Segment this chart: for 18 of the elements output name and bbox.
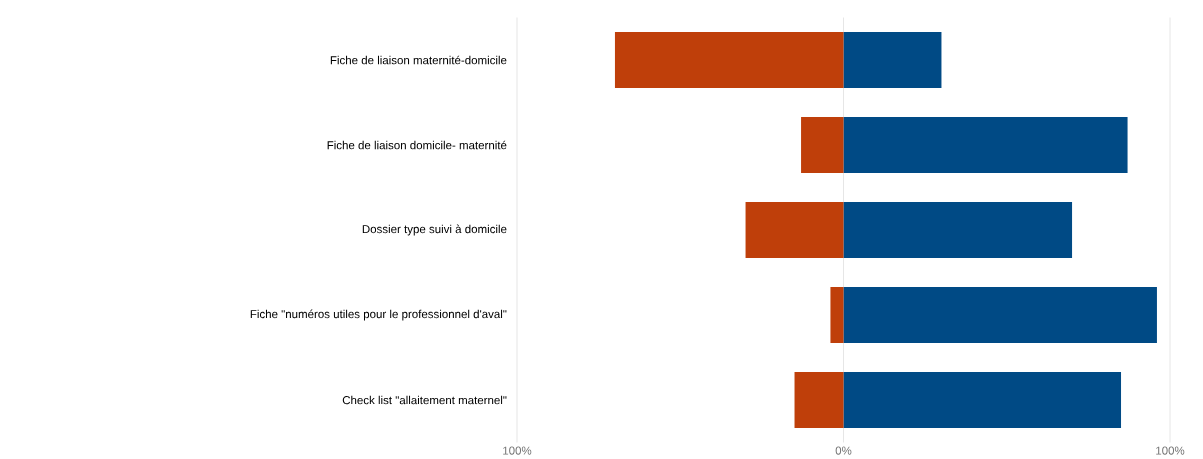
bar bbox=[843, 287, 1157, 343]
x-tick-label: 100% bbox=[1156, 446, 1185, 455]
bar bbox=[830, 287, 844, 343]
bar bbox=[614, 32, 844, 88]
y-tick-label: Check list "allaitement maternel" bbox=[342, 395, 507, 405]
y-tick-label: Fiche de liaison maternité-domicile bbox=[330, 55, 507, 65]
x-tick-label: 0% bbox=[835, 446, 852, 455]
y-tick-label: Fiche de liaison domicile- maternité bbox=[327, 140, 507, 150]
y-tick-label: Dossier type suivi à domicile bbox=[362, 224, 507, 236]
bar bbox=[843, 32, 942, 88]
bar bbox=[801, 117, 844, 173]
bar bbox=[794, 372, 844, 429]
bar bbox=[843, 117, 1128, 173]
y-tick-label: Fiche "numéros utiles pour le professionnel d'aval" bbox=[250, 309, 507, 321]
bar bbox=[843, 372, 1122, 429]
bar bbox=[745, 202, 844, 258]
bar bbox=[843, 202, 1073, 258]
x-tick-label: 100% bbox=[503, 446, 532, 455]
